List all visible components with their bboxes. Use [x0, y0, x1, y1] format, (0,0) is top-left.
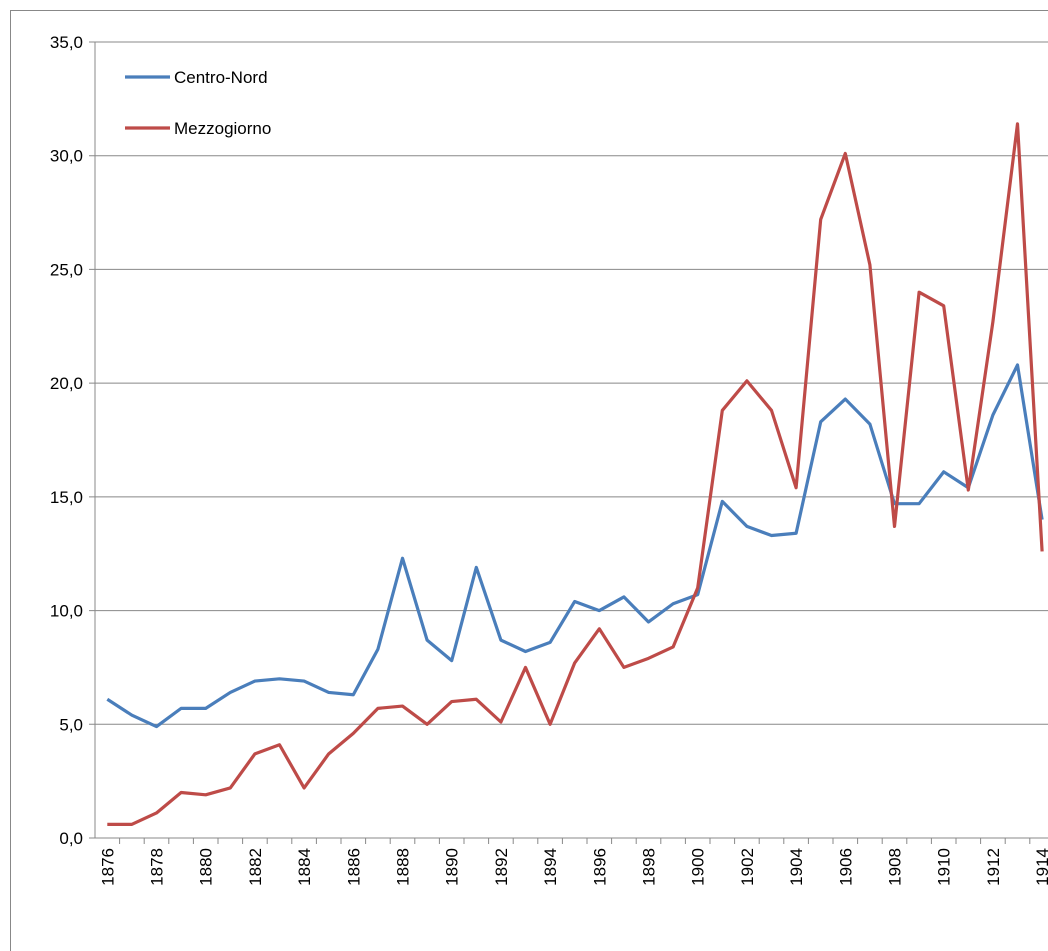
y-tick-label: 35,0	[50, 33, 83, 52]
x-tick-label: 1914	[1033, 848, 1048, 886]
y-tick-label: 5,0	[59, 715, 83, 734]
x-tick-label: 1898	[640, 848, 659, 886]
y-tick-label: 10,0	[50, 602, 83, 621]
legend-label: Centro-Nord	[174, 68, 268, 87]
y-tick-label: 20,0	[50, 374, 83, 393]
x-tick-label: 1906	[836, 848, 855, 886]
x-tick-label: 1910	[935, 848, 954, 886]
legend-label: Mezzogiorno	[174, 119, 271, 138]
x-tick-label: 1886	[344, 848, 363, 886]
x-tick-label: 1908	[886, 848, 905, 886]
x-tick-label: 1892	[492, 848, 511, 886]
x-tick-label: 1876	[98, 848, 117, 886]
series-line	[107, 122, 1044, 826]
x-tick-label: 1904	[787, 848, 806, 886]
x-tick-label: 1896	[590, 848, 609, 886]
x-tick-label: 1902	[738, 848, 757, 886]
series-line	[106, 363, 1044, 729]
chart-frame	[10, 10, 1048, 951]
x-tick-label: 1882	[246, 848, 265, 886]
y-tick-label: 15,0	[50, 488, 83, 507]
x-tick-label: 1884	[295, 848, 314, 886]
y-tick-label: 25,0	[50, 260, 83, 279]
y-tick-label: 0,0	[59, 829, 83, 848]
x-tick-label: 1912	[984, 848, 1003, 886]
x-tick-label: 1900	[689, 848, 708, 886]
x-tick-label: 1890	[443, 848, 462, 886]
y-tick-label: 30,0	[50, 147, 83, 166]
x-tick-label: 1880	[197, 848, 216, 886]
x-tick-label: 1888	[394, 848, 413, 886]
x-tick-label: 1878	[148, 848, 167, 886]
x-tick-label: 1894	[541, 848, 560, 886]
